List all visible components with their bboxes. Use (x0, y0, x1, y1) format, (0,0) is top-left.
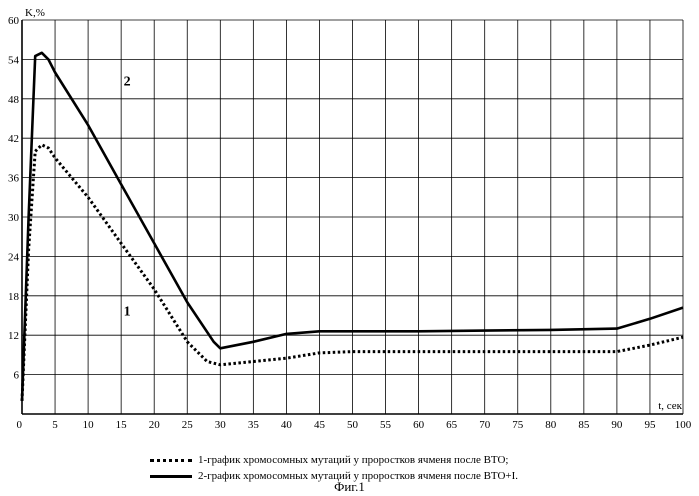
x-tick-label: 40 (281, 419, 293, 431)
x-tick-label: 25 (182, 419, 194, 431)
x-tick-label: 80 (545, 419, 557, 431)
x-tick-label: 5 (52, 419, 58, 431)
y-tick-label: 30 (8, 212, 20, 224)
legend-label-series-1: 1-график хромосомных мутаций у проростко… (198, 454, 508, 466)
series-annotation: 2 (124, 75, 131, 90)
x-tick-label: 65 (446, 419, 458, 431)
legend-item-series-1: 1-график хромосомных мутаций у проростко… (150, 452, 650, 468)
y-tick-label: 18 (8, 291, 20, 303)
x-tick-label: 85 (578, 419, 590, 431)
y-tick-label: 36 (8, 173, 20, 185)
x-tick-label: 90 (611, 419, 623, 431)
y-tick-label: 6 (14, 370, 20, 382)
y-axis-label: K,% (25, 7, 45, 19)
y-tick-label: 54 (8, 54, 20, 66)
figure-caption: Фиг.1 (0, 479, 699, 495)
y-tick-label: 48 (8, 94, 20, 106)
x-tick-label: 100 (675, 419, 692, 431)
x-tick-label: 15 (116, 419, 128, 431)
x-tick-label: 95 (644, 419, 656, 431)
y-tick-label: 24 (8, 251, 20, 263)
y-tick-label: 42 (8, 133, 19, 145)
x-tick-label: 20 (149, 419, 161, 431)
x-tick-label: 10 (83, 419, 95, 431)
legend-swatch-solid (150, 475, 192, 478)
y-tick-label: 60 (8, 15, 20, 27)
legend-swatch-dotted (150, 459, 192, 462)
series-annotation: 1 (124, 305, 131, 320)
x-tick-label: 70 (479, 419, 491, 431)
x-tick-label: 45 (314, 419, 326, 431)
x-tick-label: 0 (17, 419, 23, 431)
x-tick-label: 35 (248, 419, 260, 431)
x-tick-label: 60 (413, 419, 425, 431)
x-tick-label: 55 (380, 419, 392, 431)
x-tick-label: 50 (347, 419, 359, 431)
x-axis-label: t, сек (658, 400, 682, 412)
x-tick-label: 30 (215, 419, 227, 431)
y-tick-label: 12 (8, 330, 19, 342)
x-tick-label: 75 (512, 419, 524, 431)
